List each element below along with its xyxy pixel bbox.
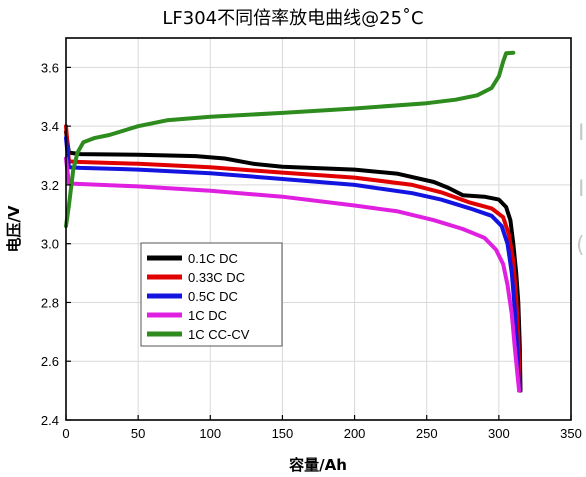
series-line-1 (64, 124, 522, 393)
series-lines (64, 50, 523, 393)
x-tick-label: 50 (131, 426, 145, 441)
legend-label: 0.5C DC (188, 289, 238, 304)
y-tick-label: 3.0 (41, 237, 59, 252)
legend: 0.1C DC 0.33C DC 0.5C DC 1C DC 1C CC-CV (140, 242, 283, 347)
y-tick-label: 2.8 (41, 295, 59, 310)
y-axis-label: 电压/V (5, 205, 23, 252)
legend-label: 0.1C DC (188, 251, 238, 266)
grid-lines (66, 38, 571, 420)
axis-ticks: 0 50 100 150 200 250 300 350 2.4 2.6 2.8 3.0 3.2 3.4 3… (41, 60, 582, 441)
chart-title: LF304不同倍率放电曲线@25˚C (162, 8, 423, 29)
y-tick-label: 3.2 (41, 178, 59, 193)
plot-frame (65, 37, 572, 421)
x-axis-label: 容量/Ah (288, 456, 347, 474)
y-tick-label: 3.4 (41, 119, 59, 134)
edge-glyph: ( (576, 233, 585, 258)
x-tick-label: 0 (62, 426, 69, 441)
x-tick-label: 350 (560, 426, 582, 441)
x-tick-label: 150 (272, 426, 294, 441)
legend-label: 0.33C DC (188, 270, 245, 285)
y-tick-label: 2.6 (41, 354, 59, 369)
y-tick-label: 3.6 (41, 60, 59, 75)
series-line-4 (64, 50, 516, 229)
x-tick-label: 200 (344, 426, 366, 441)
series-line-3 (64, 156, 522, 393)
edge-glyph: I (578, 121, 585, 146)
series-line-2 (64, 135, 522, 393)
x-tick-label: 100 (199, 426, 221, 441)
right-edge-cutoff-glyphs: I I ( (576, 121, 585, 258)
edge-glyph: I (578, 177, 585, 202)
x-tick-label: 300 (488, 426, 510, 441)
y-tick-label: 2.4 (41, 413, 59, 428)
x-tick-label: 250 (416, 426, 438, 441)
legend-label: 1C CC-CV (188, 327, 250, 342)
legend-label: 1C DC (188, 308, 227, 323)
